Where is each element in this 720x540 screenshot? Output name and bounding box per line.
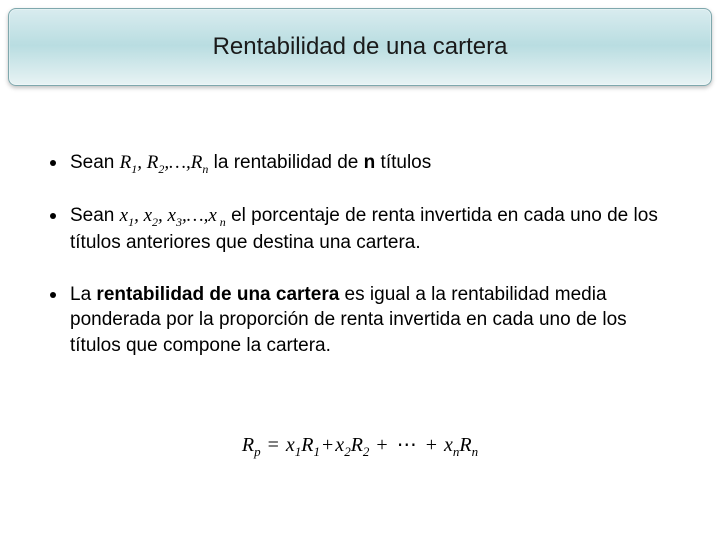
formula: Rp = x1R1+x2R2 + ⋯ + xnRn — [242, 432, 478, 460]
text-run: la rentabilidad de — [208, 152, 363, 173]
formula-lhs-var: R — [242, 434, 254, 456]
text-run: La — [70, 284, 96, 305]
formula-term-coef: x — [286, 434, 295, 456]
formula-container: Rp = x1R1+x2R2 + ⋯ + xnRn — [0, 432, 720, 460]
bullet-dot-icon — [50, 160, 56, 166]
bullet-text: Sean x1, x2, x3,…,x n el porcentaje de r… — [70, 203, 670, 256]
slide-title: Rentabilidad de una cartera — [213, 33, 508, 61]
formula-term-coef: x — [444, 434, 453, 456]
formula-term-coef: x — [335, 434, 344, 456]
formula-term-main-sub: n — [472, 444, 479, 459]
formula-term-main-sub: 2 — [363, 444, 370, 459]
text-run: Sean — [70, 152, 120, 173]
text-run: títulos — [375, 152, 431, 173]
bullet-text: La rentabilidad de una cartera es igual … — [70, 282, 670, 359]
bullet-item: La rentabilidad de una cartera es igual … — [50, 282, 670, 359]
formula-term-main: R — [459, 434, 471, 456]
bullet-item: Sean R1, R2,…,Rn la rentabilidad de n tí… — [50, 150, 670, 177]
bullet-item: Sean x1, x2, x3,…,x n el porcentaje de r… — [50, 203, 670, 256]
slide-body: Sean R1, R2,…,Rn la rentabilidad de n tí… — [50, 150, 670, 385]
formula-term-main: R — [351, 434, 363, 456]
bullet-text: Sean R1, R2,…,Rn la rentabilidad de n tí… — [70, 150, 431, 177]
text-run-bold: rentabilidad de una cartera — [96, 284, 339, 305]
bullet-dot-icon — [50, 213, 56, 219]
text-run-bold: n — [364, 152, 376, 173]
formula-term-main: R — [301, 434, 313, 456]
bullet-dot-icon — [50, 292, 56, 298]
title-banner: Rentabilidad de una cartera — [8, 8, 712, 86]
formula-ellipsis: ⋯ — [395, 434, 419, 456]
text-run: Sean — [70, 205, 120, 226]
formula-lhs-sub: p — [254, 444, 261, 459]
